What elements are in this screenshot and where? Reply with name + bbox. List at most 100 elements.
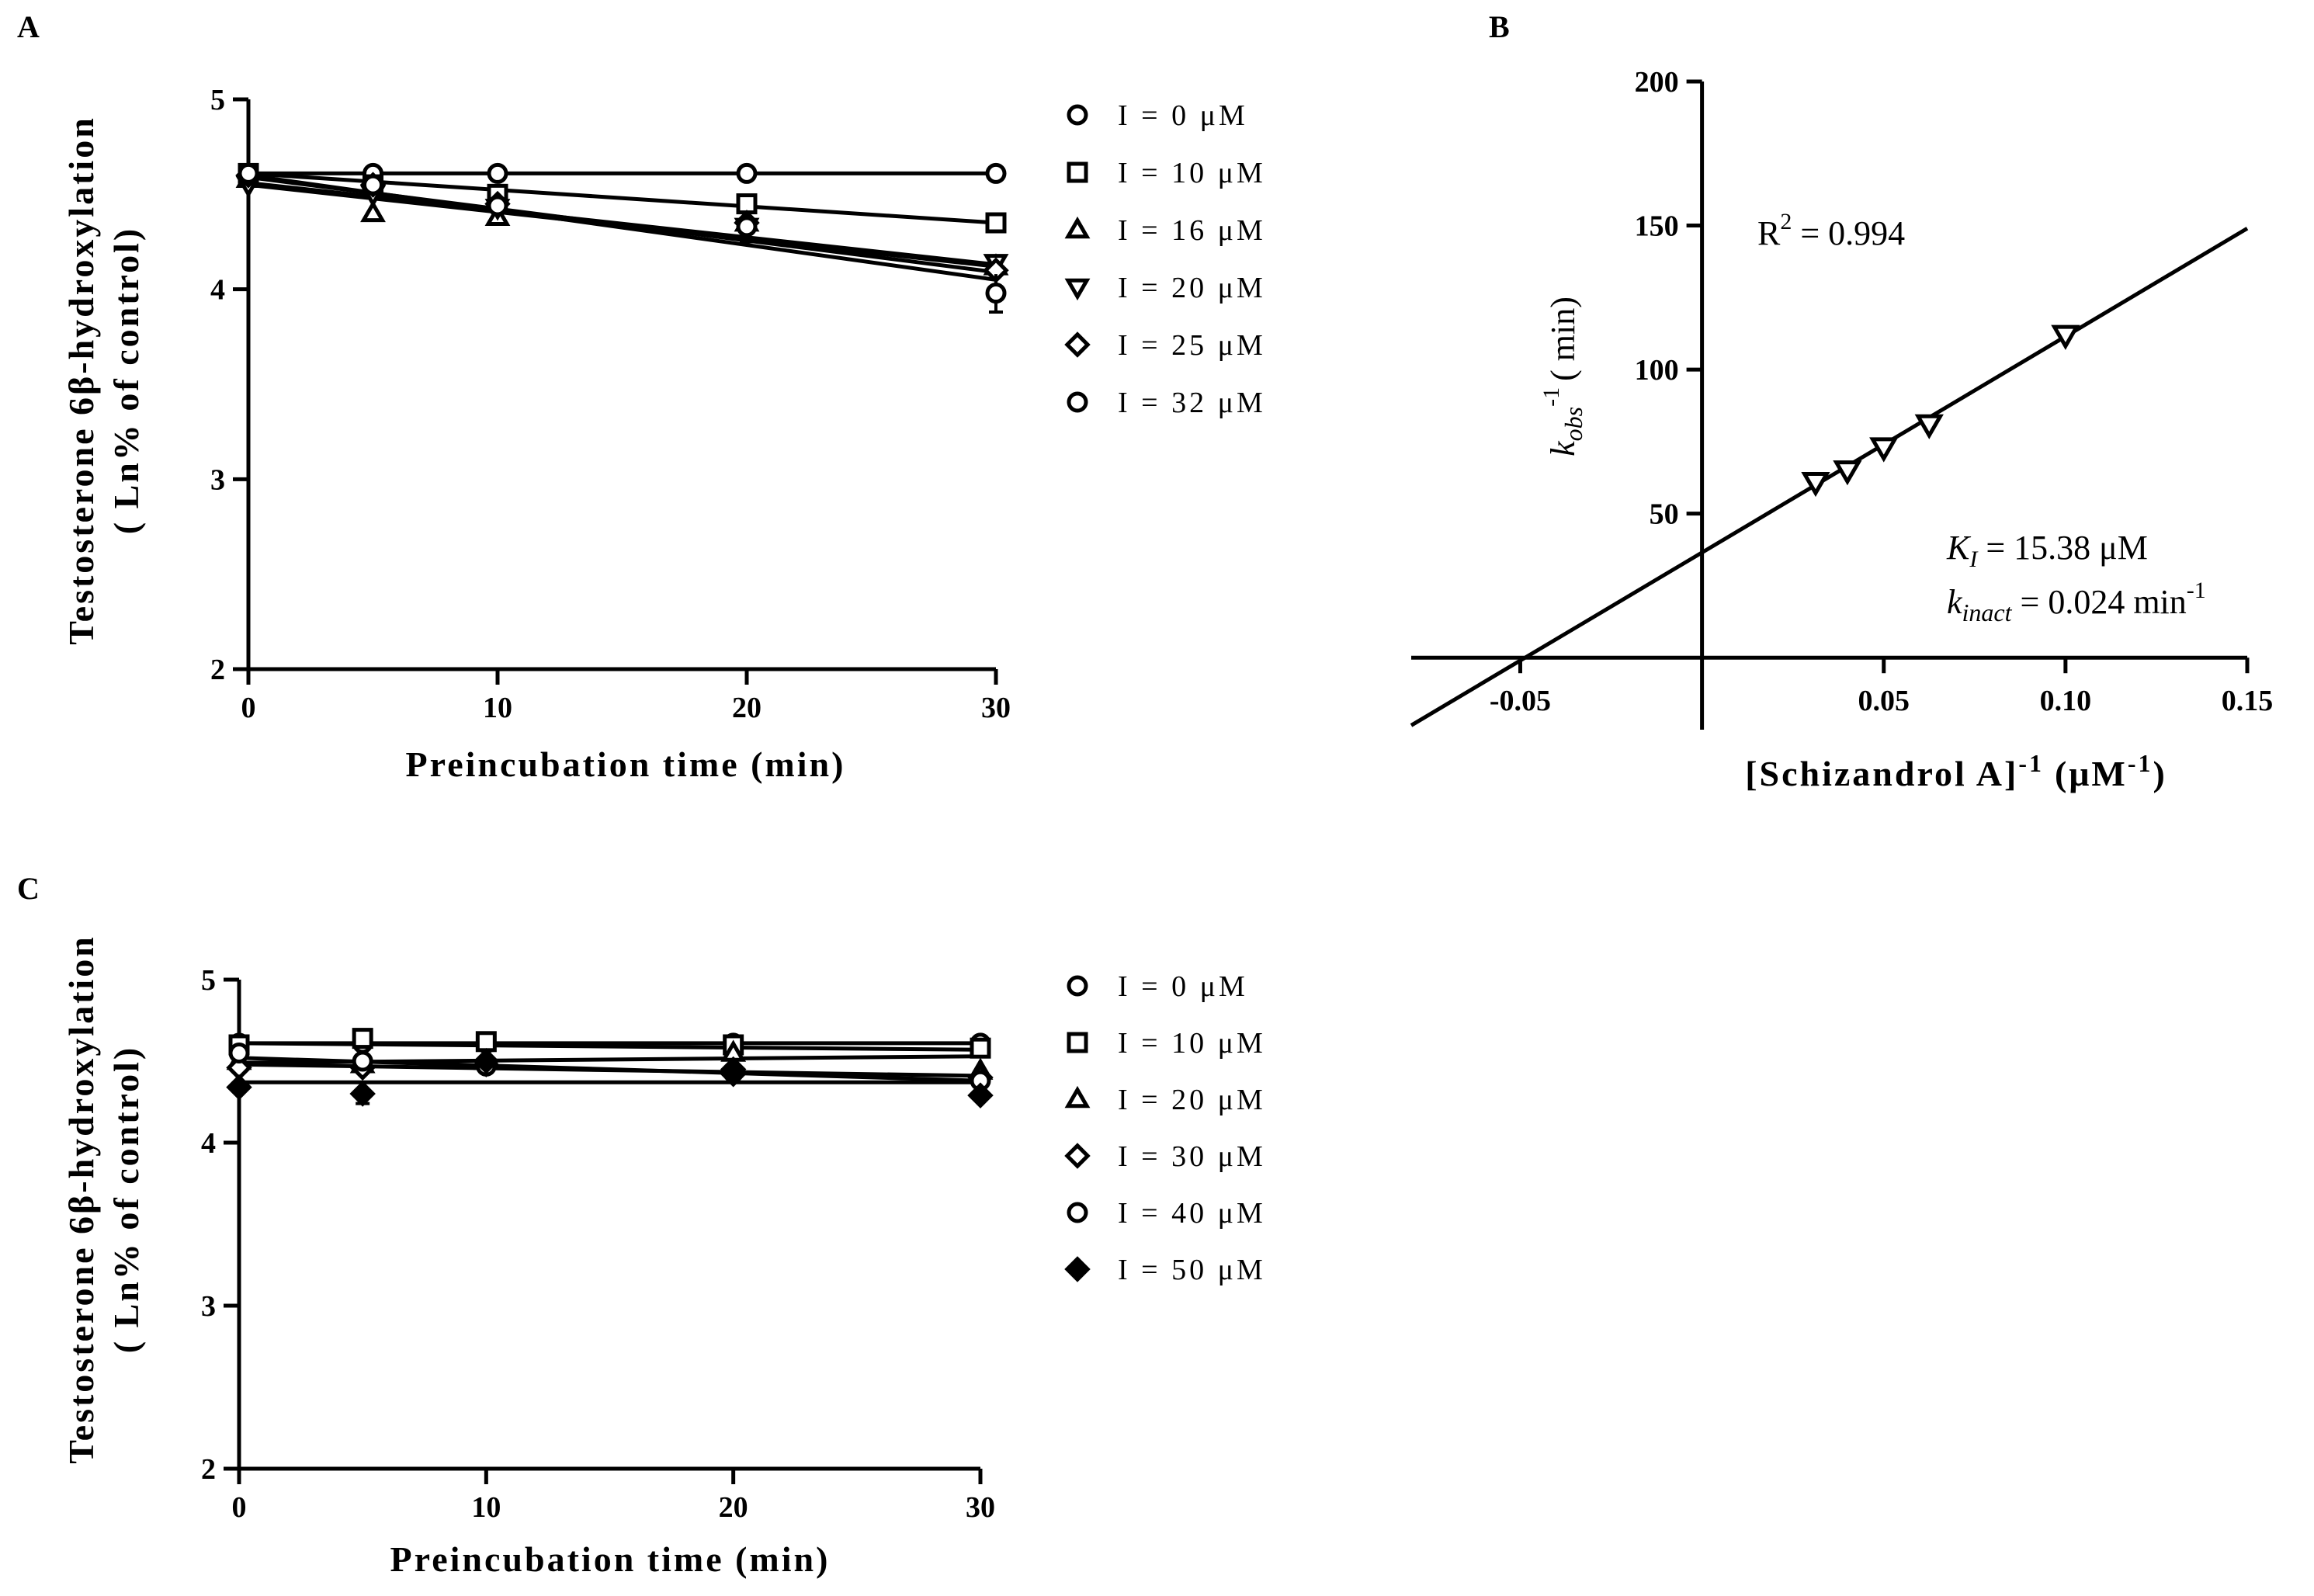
panel-c-legend-label-4: I = 40 μM [1118, 1197, 1266, 1230]
panel-a-ytick-label: 4 [210, 274, 225, 307]
panel-b-ki-sub: I [1969, 546, 1979, 572]
panel-b-ytick-label: 100 [1635, 354, 1679, 387]
panel-c-legend-marker-2 [1064, 1085, 1091, 1109]
panel-a-legend-label-0: I = 0 μM [1118, 99, 1248, 132]
panel-b-kinact-label: k [1947, 583, 1963, 621]
panel-a-ylabel-line2: ( Ln% of control) [106, 227, 146, 534]
panel-a-ylabel-line1: Testosterone 6β-hydroxylation [61, 116, 101, 645]
panel-b-kinact-value: = 0.024 min [2012, 583, 2187, 621]
panel-a-xtick-label: 10 [483, 692, 512, 724]
panel-b-point [1801, 471, 1830, 498]
panel-c-ytick-label: 5 [201, 964, 216, 997]
panel-b-xtick-label: 0.15 [2222, 685, 2274, 717]
panel-a-legend-marker-4 [1064, 331, 1091, 358]
panel-c-legend-marker-1 [1067, 1032, 1088, 1053]
panel-b-point [1833, 460, 1862, 486]
panel-b-fit-line [1410, 227, 2249, 727]
panel-c-ylabel-line2: ( Ln% of control) [106, 1046, 146, 1353]
panel-a-point-s5 [363, 174, 383, 196]
panel-a-ytick-label: 3 [210, 463, 225, 496]
panel-a-legend-label-1: I = 10 μM [1118, 157, 1266, 189]
panel-c-point-s5 [349, 1081, 376, 1107]
panel-b-ylabel: kobs-1 ( min) [1539, 297, 1587, 456]
panel-c-legend-marker-4 [1067, 1202, 1088, 1223]
panel-b-xtick-label: 0.10 [2040, 685, 2092, 717]
panel-c-ytick-label: 2 [201, 1453, 216, 1486]
panel-b-ylabel-k: k [1544, 440, 1582, 456]
panel-b-ki-label: K [1946, 529, 1972, 567]
panel-b-ytick-label: 150 [1635, 210, 1679, 243]
panel-c-point-s4 [228, 1043, 250, 1063]
panel-a-point-s0 [736, 162, 758, 184]
panel-c-legend-label-1: I = 10 μM [1118, 1027, 1266, 1060]
panel-c-chart: Testosterone 6β-hydroxylation ( Ln% of c… [61, 935, 1266, 1579]
panel-a-ytick-label: 2 [210, 654, 225, 686]
panel-a-point-s5 [985, 283, 1007, 304]
panel-b-r2-label: R [1757, 214, 1781, 252]
panel-b-xtick-label: 0.05 [1858, 685, 1910, 717]
panel-a-legend-marker-0 [1067, 104, 1088, 126]
panel-a-xtick-label: 20 [732, 692, 762, 724]
panel-b-xlabel-close: ) [2153, 754, 2167, 793]
panel-b-chart: kobs-1( min) [Schizandrol A]-1 (μM-1) R2 … [1410, 66, 2274, 793]
panel-label-a: A [17, 9, 40, 44]
panel-c-point-s5 [720, 1061, 747, 1088]
panel-c-legend-marker-0 [1067, 975, 1088, 997]
panel-a-point-s5 [238, 162, 259, 184]
panel-a-legend-label-3: I = 20 μM [1118, 272, 1266, 304]
panel-c-point-s1 [970, 1037, 991, 1059]
panel-c-legend-label-3: I = 30 μM [1118, 1140, 1266, 1173]
panel-c-point-s1 [475, 1031, 497, 1053]
panel-a-legend-marker-3 [1064, 278, 1091, 301]
panel-b-kinact-exp: -1 [2187, 578, 2206, 603]
panel-b-r2-value: = 0.994 [1792, 214, 1905, 252]
panel-c-legend-marker-5 [1064, 1256, 1091, 1282]
panel-a-point-s0 [985, 162, 1007, 184]
panel-b-r2: R2 = 0.994 [1757, 209, 1905, 252]
panel-b-point [1869, 437, 1899, 463]
panel-b-ylabel-exp: -1 [1539, 387, 1564, 407]
panel-c-xtick-label: 20 [719, 1491, 748, 1524]
panel-label-c: C [17, 871, 40, 906]
panel-c-legend-label-5: I = 50 μM [1118, 1254, 1266, 1286]
panel-a-chart: Testosterone 6β-hydroxylation ( Ln% of c… [61, 84, 1266, 784]
panel-a-xtick-label: 0 [241, 692, 256, 724]
panel-b-xlabel-exp: -1 [2018, 749, 2044, 777]
panel-c-legend-label-2: I = 20 μM [1118, 1084, 1266, 1116]
panel-c-ylabel-line1: Testosterone 6β-hydroxylation [61, 935, 101, 1464]
panel-c-xtick-label: 0 [232, 1491, 247, 1524]
panel-label-b: B [1489, 9, 1510, 44]
panel-a-legend-label-4: I = 25 μM [1118, 329, 1266, 362]
panel-a-point-s5 [487, 195, 508, 217]
panel-a-legend-marker-2 [1064, 216, 1091, 239]
panel-a-fit-line-5 [248, 173, 997, 282]
panel-b-xlabel-main: [Schizandrol A] [1745, 754, 2018, 793]
panel-c-point-s4 [352, 1050, 373, 1072]
panel-c-legend-label-0: I = 0 μM [1118, 970, 1248, 1003]
panel-a-xlabel: Preincubation time (min) [406, 744, 846, 784]
panel-b-xtick-label: -0.05 [1490, 685, 1551, 717]
panel-a-xtick-label: 30 [981, 692, 1011, 724]
panel-c-point-s5 [473, 1048, 500, 1074]
panel-a-point-s1 [985, 212, 1007, 234]
panel-c-point-s1 [352, 1028, 373, 1050]
panel-b-ki: KI = 15.38 μM [1946, 529, 2148, 572]
panel-a-point-s0 [487, 162, 508, 184]
panel-c-ytick-label: 3 [201, 1290, 216, 1323]
panel-b-ytick-label: 50 [1650, 498, 1679, 531]
panel-c-ytick-label: 4 [201, 1127, 216, 1160]
panel-c-point-s5 [226, 1074, 252, 1101]
panel-a-legend-label-2: I = 16 μM [1118, 214, 1266, 247]
panel-a-ytick-label: 5 [210, 84, 225, 116]
panel-b-xlabel: [Schizandrol A]-1 (μM-1) [1745, 749, 2167, 793]
panel-b-r2-exp: 2 [1780, 209, 1792, 234]
panel-b-kinact-sub: inact [1962, 598, 2013, 626]
panel-c-point-s5 [967, 1082, 994, 1109]
panel-b-xlabel-unit-exp: -1 [2128, 749, 2153, 777]
panel-b-xlabel-unit: (μM [2055, 754, 2128, 793]
panel-b-ylabel-unit: ( min) [1544, 297, 1582, 381]
panel-b-ki-value: = 15.38 μM [1977, 529, 2148, 567]
panel-c-xtick-label: 10 [471, 1491, 501, 1524]
panel-c-xtick-label: 30 [966, 1491, 995, 1524]
panel-a-legend-label-5: I = 32 μM [1118, 387, 1266, 419]
